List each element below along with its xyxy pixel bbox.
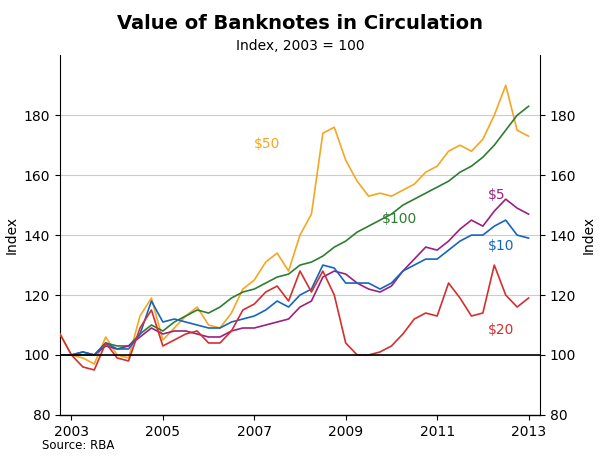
Text: $10: $10 [487,239,514,253]
Text: Value of Banknotes in Circulation: Value of Banknotes in Circulation [117,14,483,33]
Text: $20: $20 [487,323,514,337]
Text: Source: RBA: Source: RBA [42,439,115,452]
Text: Index, 2003 = 100: Index, 2003 = 100 [236,39,364,53]
Y-axis label: Index: Index [582,216,596,254]
Text: $50: $50 [254,137,281,151]
Text: $100: $100 [382,212,418,226]
Text: $5: $5 [487,188,505,202]
Y-axis label: Index: Index [4,216,18,254]
